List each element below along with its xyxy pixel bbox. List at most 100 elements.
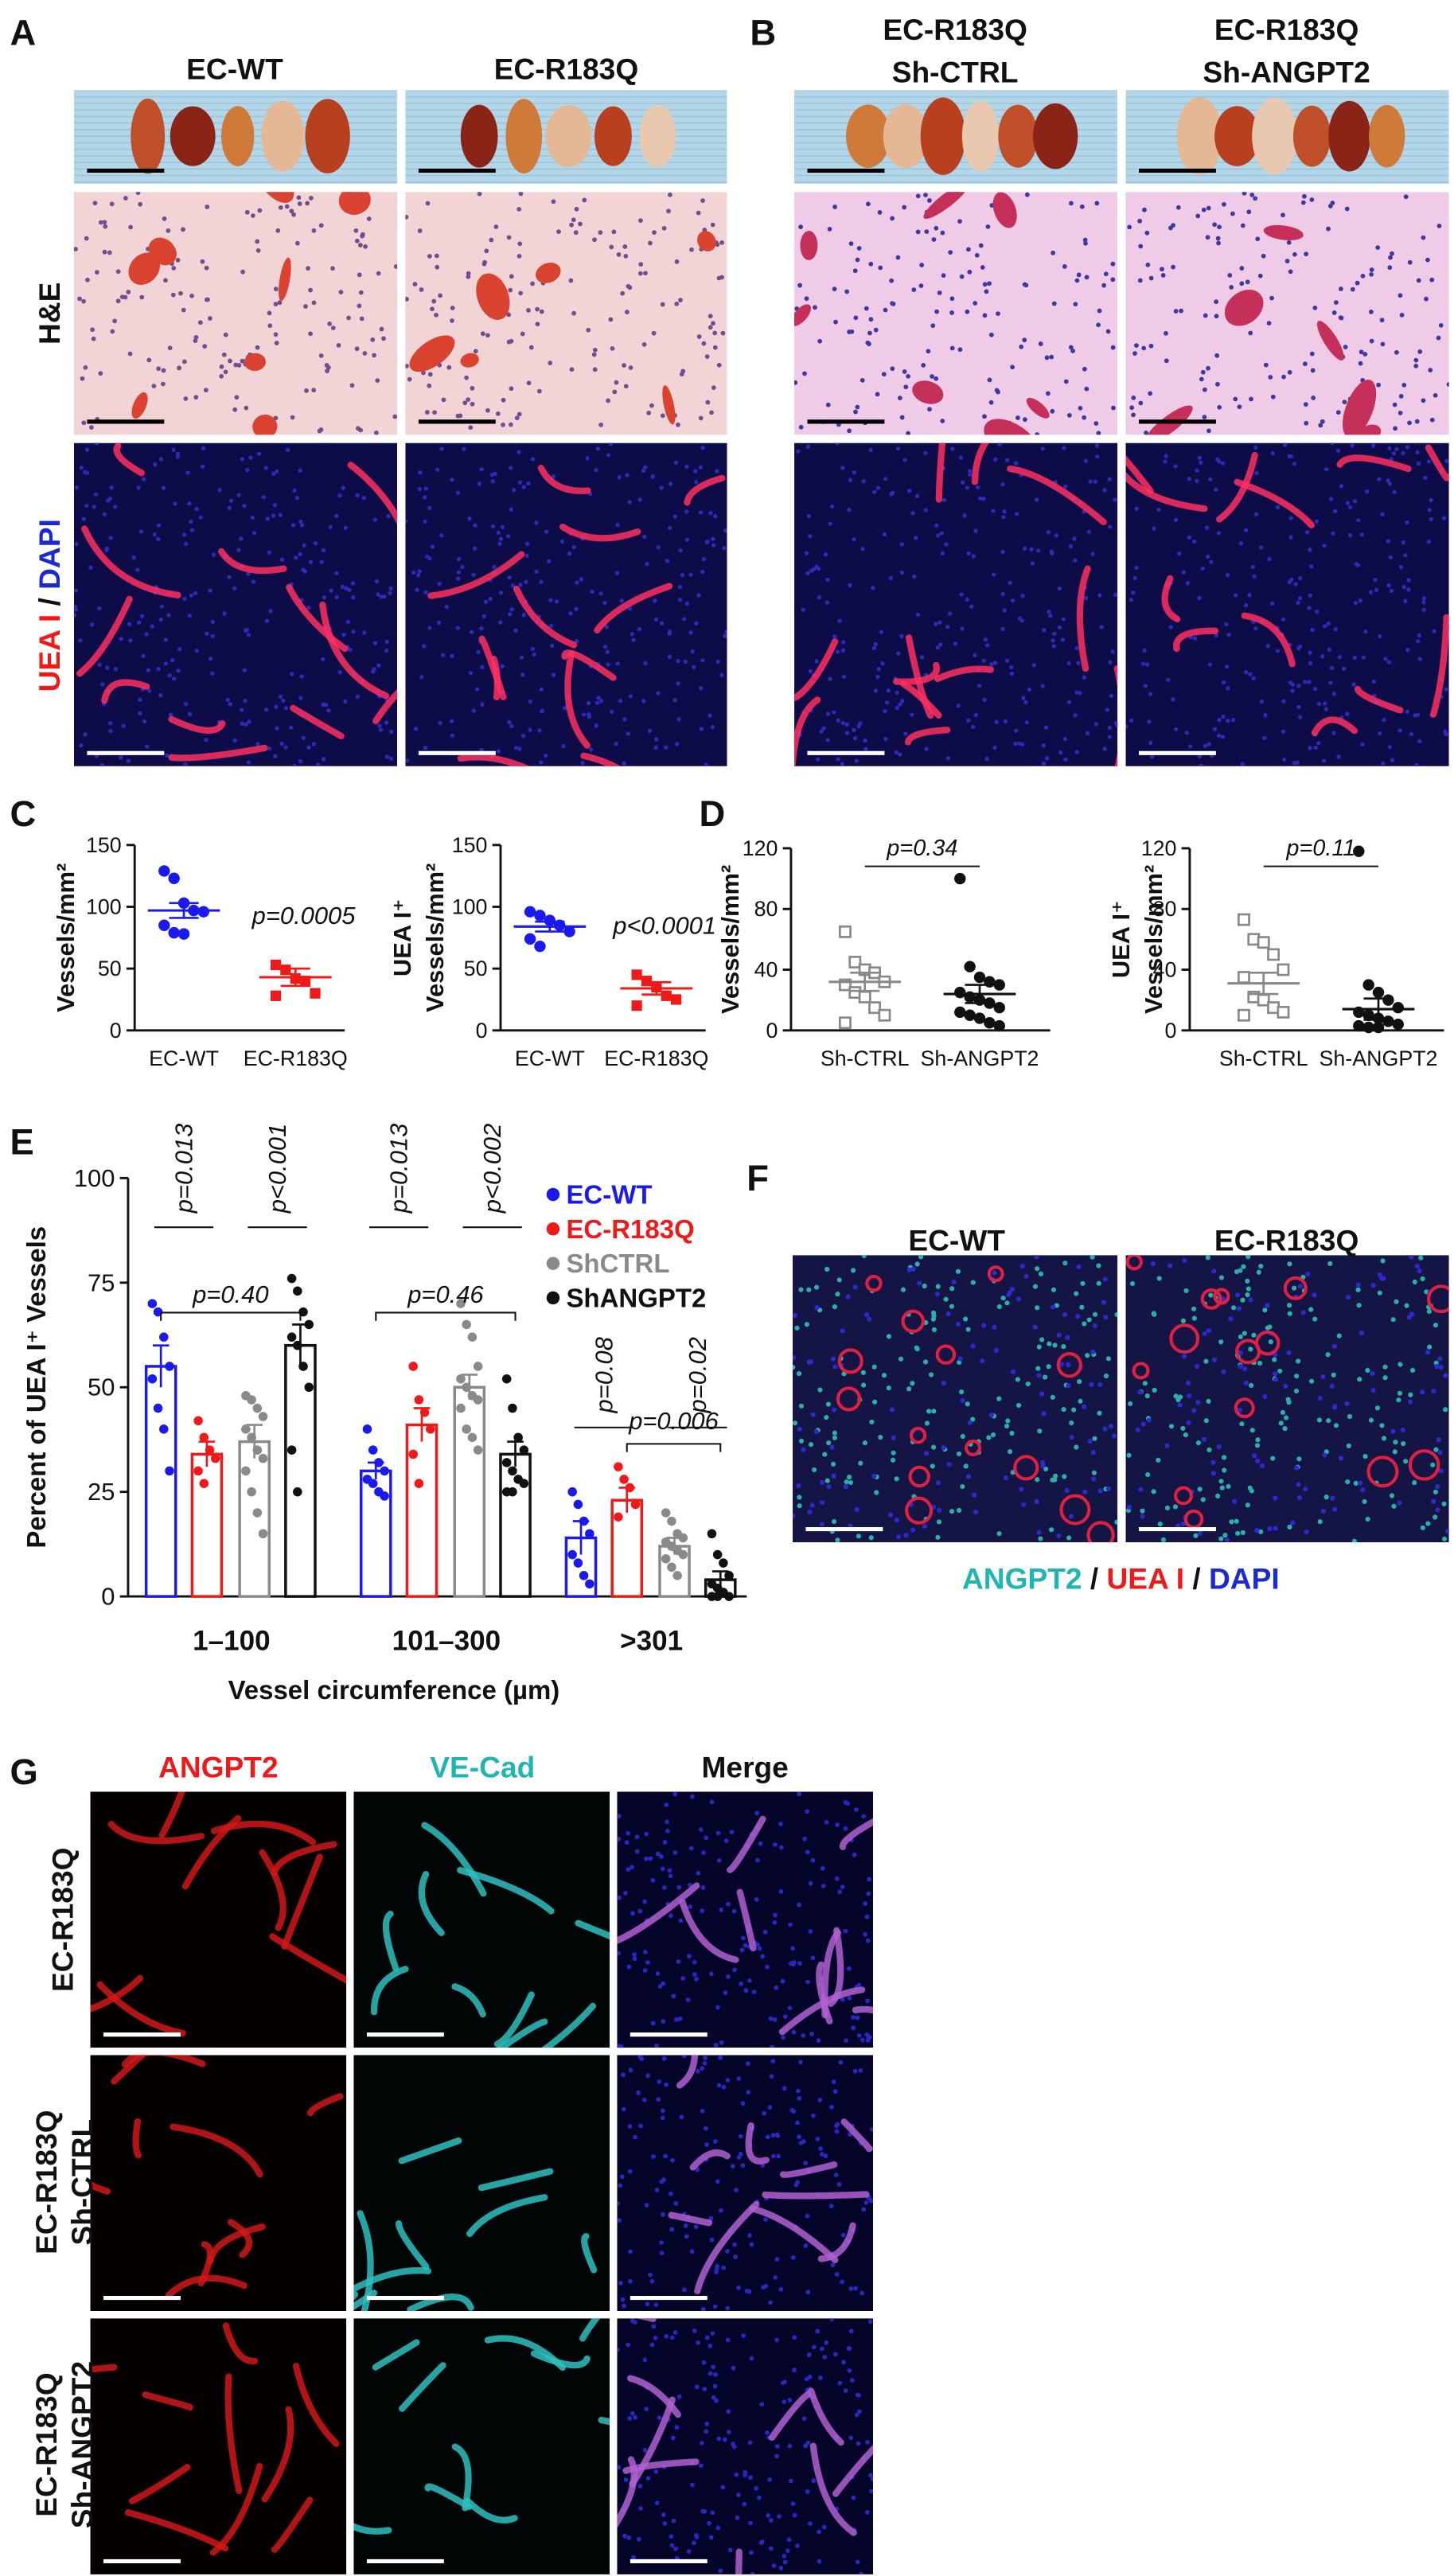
- texture: [757, 1946, 762, 1951]
- texture: [820, 1479, 825, 1485]
- texture: [931, 1409, 937, 1414]
- texture: [657, 1984, 663, 1989]
- texture: [1331, 1372, 1336, 1378]
- texture: [742, 2501, 747, 2507]
- p-value: p<0.002: [478, 1124, 506, 1214]
- texture: [1258, 1529, 1264, 1534]
- texture: [541, 2002, 597, 2048]
- data-point: [147, 1299, 158, 1308]
- texture: [827, 226, 832, 232]
- texture: [513, 628, 518, 633]
- data-point: [678, 1549, 688, 1560]
- texture: [821, 1884, 826, 1888]
- texture: [770, 2059, 776, 2064]
- texture: [501, 422, 505, 427]
- texture: [1317, 1519, 1323, 1525]
- tissue: [846, 104, 891, 168]
- texture: [1011, 1369, 1016, 1374]
- texture: [905, 634, 934, 719]
- texture: [1239, 281, 1245, 286]
- texture: [973, 712, 978, 718]
- texture: [919, 655, 925, 660]
- texture: [1101, 1300, 1106, 1305]
- texture: [194, 649, 200, 653]
- texture: [659, 2179, 665, 2184]
- texture: [124, 2509, 229, 2552]
- texture: [674, 742, 680, 746]
- legend-label: ShCTRL: [566, 1249, 669, 1278]
- texture: [934, 376, 939, 381]
- texture: [1386, 539, 1391, 544]
- p-value: p=0.013: [385, 1124, 413, 1214]
- texture: [1248, 1346, 1253, 1352]
- texture: [848, 2286, 854, 2291]
- texture: [1355, 1287, 1361, 1292]
- texture: [868, 2473, 873, 2478]
- texture: [1202, 1331, 1207, 1336]
- texture: [97, 662, 102, 667]
- texture: [953, 641, 958, 646]
- texture: [480, 702, 485, 707]
- texture: [205, 205, 210, 209]
- texture: [712, 330, 718, 336]
- texture: [551, 199, 556, 205]
- texture: [1142, 207, 1147, 212]
- texture: [439, 446, 444, 451]
- image-background: [617, 2318, 873, 2574]
- texture: [211, 552, 216, 557]
- texture: [792, 1513, 796, 1519]
- texture: [791, 1962, 796, 1967]
- texture: [1325, 1352, 1331, 1358]
- texture: [418, 470, 423, 475]
- texture: [1415, 450, 1420, 455]
- texture: [1305, 1271, 1311, 1277]
- texture: [530, 2350, 591, 2369]
- texture: [1390, 758, 1395, 762]
- texture: [1378, 731, 1382, 736]
- texture: [1003, 1475, 1009, 1481]
- texture: [1320, 654, 1325, 659]
- texture: [934, 1292, 940, 1297]
- image-background: [794, 192, 1118, 435]
- texture: [984, 419, 1039, 435]
- texture: [611, 229, 617, 235]
- texture: [1242, 192, 1247, 196]
- texture: [239, 707, 244, 712]
- texture: [704, 2126, 708, 2131]
- texture: [653, 745, 658, 750]
- texture: [778, 2286, 784, 2292]
- texture: [878, 1434, 883, 1440]
- texture: [708, 713, 712, 718]
- texture: [167, 345, 173, 351]
- texture: [627, 2278, 633, 2284]
- texture: [526, 308, 531, 313]
- texture: [146, 688, 152, 693]
- texture: [283, 706, 289, 711]
- micrograph: [405, 192, 727, 435]
- texture: [1270, 450, 1275, 456]
- texture: [1233, 396, 1238, 402]
- texture: [1347, 532, 1353, 538]
- texture: [517, 253, 522, 259]
- texture: [1206, 742, 1211, 746]
- texture: [762, 2191, 870, 2200]
- texture: [1253, 445, 1258, 450]
- texture: [92, 505, 96, 509]
- texture: [1216, 1444, 1222, 1450]
- texture: [902, 205, 907, 210]
- texture: [1434, 1484, 1440, 1490]
- data-point: [258, 1453, 268, 1463]
- texture: [765, 2134, 770, 2140]
- texture: [1105, 1486, 1111, 1491]
- texture: [1069, 201, 1074, 206]
- texture: [592, 348, 598, 353]
- texture: [1021, 1502, 1027, 1507]
- texture: [991, 509, 996, 513]
- p-value: p=0.013: [170, 1124, 198, 1214]
- texture: [308, 287, 313, 293]
- texture: [988, 399, 994, 405]
- texture: [1408, 1399, 1413, 1405]
- texture: [697, 231, 716, 251]
- texture: [1394, 446, 1399, 452]
- texture: [1443, 729, 1448, 735]
